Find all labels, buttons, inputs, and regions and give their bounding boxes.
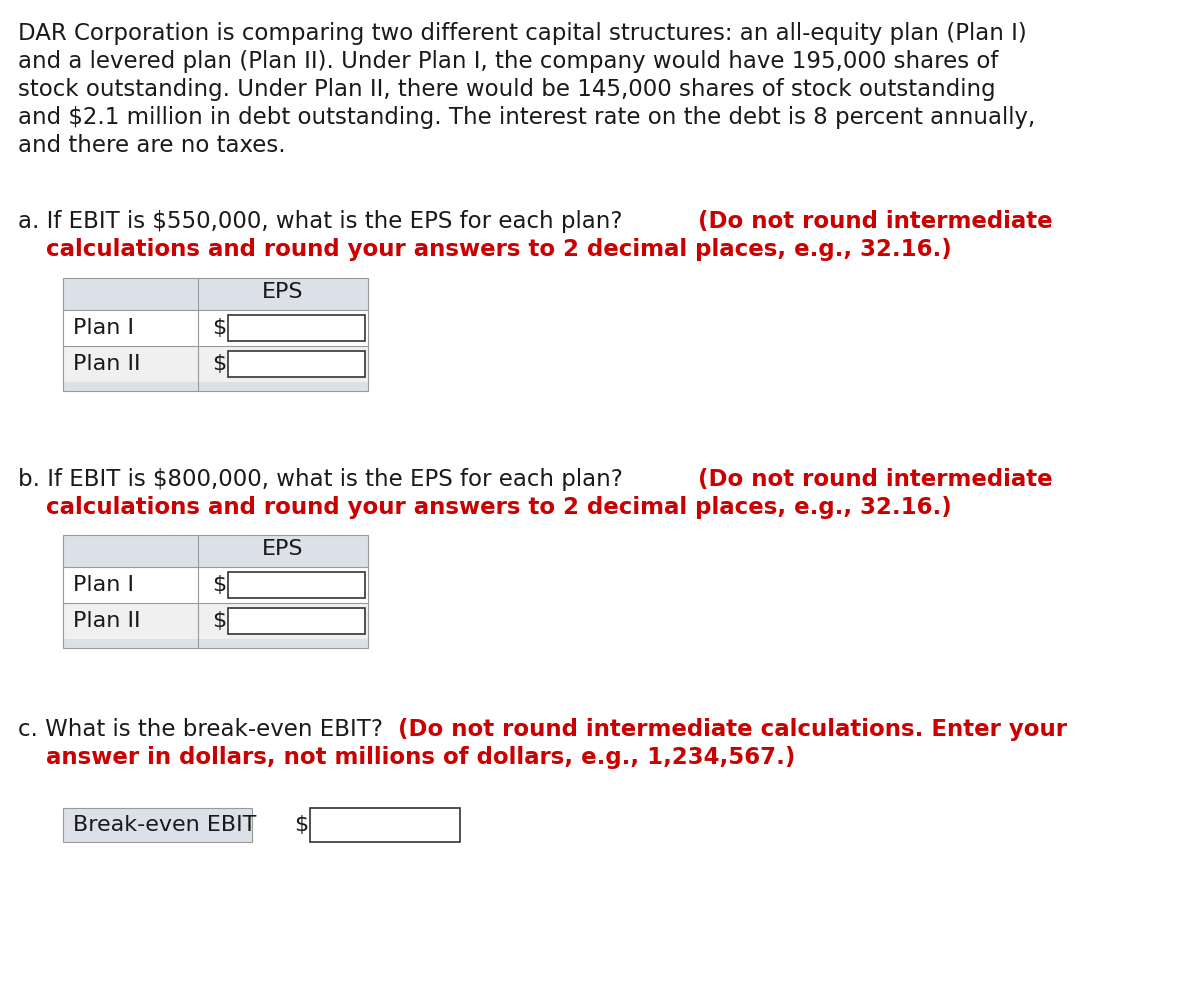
Text: (Do not round intermediate: (Do not round intermediate <box>698 468 1052 491</box>
Text: $: $ <box>212 318 227 338</box>
Text: (Do not round intermediate: (Do not round intermediate <box>698 210 1052 233</box>
Bar <box>64 639 368 648</box>
Text: $: $ <box>212 611 227 631</box>
Text: calculations and round your answers to 2 decimal places, e.g., 32.16.): calculations and round your answers to 2… <box>46 238 952 261</box>
Text: DAR Corporation is comparing two different capital structures: an all-equity pla: DAR Corporation is comparing two differe… <box>18 22 1027 45</box>
Text: c. What is the break-even EBIT?: c. What is the break-even EBIT? <box>18 718 390 741</box>
Text: answer in dollars, not millions of dollars, e.g., 1,234,567.): answer in dollars, not millions of dolla… <box>46 746 796 769</box>
Text: EPS: EPS <box>263 539 304 559</box>
Text: $: $ <box>294 815 308 835</box>
Text: $: $ <box>212 575 227 595</box>
Bar <box>64 278 368 310</box>
Text: EPS: EPS <box>263 282 304 302</box>
Text: a. If EBIT is $550,000, what is the EPS for each plan?: a. If EBIT is $550,000, what is the EPS … <box>18 210 630 233</box>
Text: Plan II: Plan II <box>73 354 140 374</box>
Bar <box>64 535 368 567</box>
Bar <box>228 572 365 598</box>
Text: Plan I: Plan I <box>73 318 134 338</box>
Bar <box>64 808 252 842</box>
Bar <box>228 608 365 634</box>
Text: stock outstanding. Under Plan II, there would be 145,000 shares of stock outstan: stock outstanding. Under Plan II, there … <box>18 78 996 101</box>
Bar <box>310 808 460 842</box>
Bar <box>64 346 368 382</box>
Bar <box>64 567 368 603</box>
Text: (Do not round intermediate calculations. Enter your: (Do not round intermediate calculations.… <box>398 718 1067 741</box>
Bar <box>64 603 368 639</box>
Text: Plan I: Plan I <box>73 575 134 595</box>
Text: $: $ <box>212 354 227 374</box>
Text: and $2.1 million in debt outstanding. The interest rate on the debt is 8 percent: and $2.1 million in debt outstanding. Th… <box>18 106 1036 129</box>
Bar <box>64 382 368 391</box>
Bar <box>228 315 365 341</box>
Bar <box>228 351 365 377</box>
Bar <box>64 278 368 391</box>
Text: Plan II: Plan II <box>73 611 140 631</box>
Text: Break-even EBIT: Break-even EBIT <box>73 815 257 835</box>
Text: and there are no taxes.: and there are no taxes. <box>18 134 286 157</box>
Text: b. If EBIT is $800,000, what is the EPS for each plan?: b. If EBIT is $800,000, what is the EPS … <box>18 468 630 491</box>
Text: calculations and round your answers to 2 decimal places, e.g., 32.16.): calculations and round your answers to 2… <box>46 496 952 519</box>
Bar <box>64 310 368 346</box>
Text: and a levered plan (Plan II). Under Plan I, the company would have 195,000 share: and a levered plan (Plan II). Under Plan… <box>18 50 998 73</box>
Bar <box>64 535 368 648</box>
